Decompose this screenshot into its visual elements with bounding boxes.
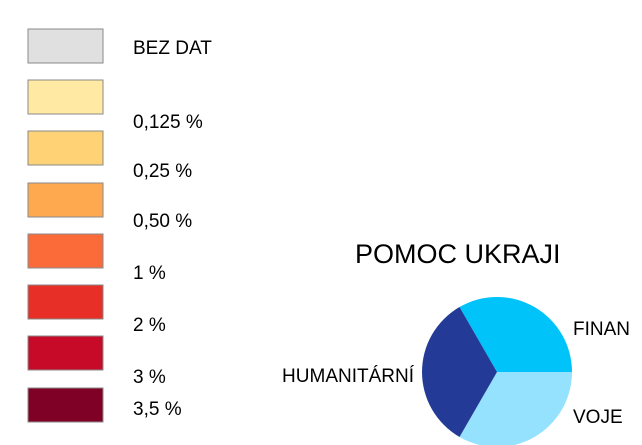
legend-swatch <box>27 28 104 64</box>
legend: BEZ DAT 0,125 % 0,25 % 0,50 % 1 % 2 % 3 % 3,5 % <box>27 28 212 423</box>
pie: FINAN VOJE HUMANITÁRNÍ <box>282 297 630 445</box>
legend-swatch <box>27 79 104 115</box>
pie-slice <box>459 372 572 445</box>
legend-label: 3,5 % <box>133 399 182 420</box>
legend-label: 1 % <box>133 263 166 284</box>
slice-label: HUMANITÁRNÍ <box>282 366 415 387</box>
legend-label: BEZ DAT <box>133 38 212 59</box>
legend-swatch <box>27 387 104 423</box>
legend-label: 2 % <box>133 315 166 336</box>
chart-title: POMOC UKRAJI <box>355 239 561 269</box>
legend-swatch <box>27 233 104 269</box>
legend-swatch <box>27 130 104 166</box>
legend-label: 0,25 % <box>133 161 192 182</box>
legend-label: 0,50 % <box>133 211 192 232</box>
legend-swatch <box>27 182 104 218</box>
slice-label: FINAN <box>573 319 630 340</box>
pie-slice <box>422 307 497 437</box>
legend-label: 3 % <box>133 367 166 388</box>
legend-swatch <box>27 335 104 371</box>
legend-swatch <box>27 284 104 320</box>
legend-label: 0,125 % <box>133 112 203 133</box>
pie-slice <box>459 297 572 372</box>
slice-label: VOJE <box>573 407 623 428</box>
